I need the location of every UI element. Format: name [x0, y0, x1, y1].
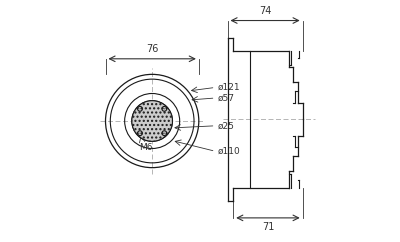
Text: ø121: ø121 — [218, 83, 240, 92]
Text: 74: 74 — [259, 6, 271, 16]
Text: M6: M6 — [140, 143, 153, 152]
Text: ø25: ø25 — [218, 121, 235, 130]
Circle shape — [164, 133, 165, 134]
Text: 76: 76 — [146, 45, 158, 54]
Text: ø57: ø57 — [218, 93, 235, 102]
Circle shape — [132, 101, 172, 141]
Text: ø110: ø110 — [218, 147, 241, 156]
Circle shape — [164, 108, 165, 109]
Text: 71: 71 — [262, 222, 274, 232]
